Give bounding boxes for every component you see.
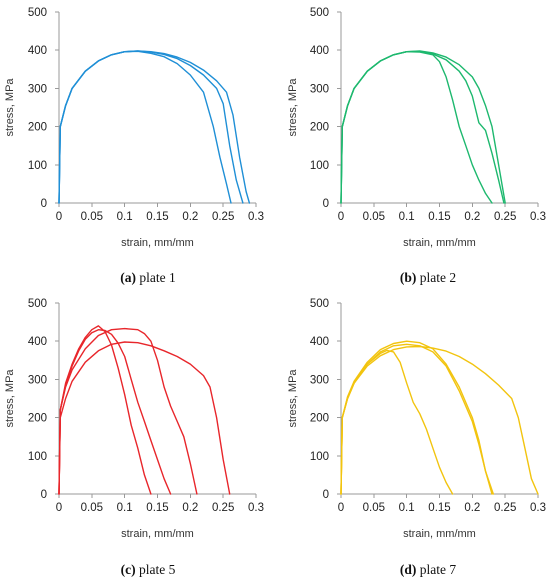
- x-tick-label: 0.3: [248, 502, 264, 514]
- y-tick-label: 0: [41, 489, 47, 501]
- caption-text: plate 5: [136, 562, 176, 577]
- stress-strain-curve-2: [340, 340, 493, 495]
- x-tick-label: 0.2: [182, 502, 198, 514]
- x-tick-label: 0.25: [494, 211, 516, 223]
- y-tick-label: 300: [310, 374, 329, 386]
- x-tick-label: 0: [56, 502, 62, 514]
- x-tick-label: 0.1: [399, 211, 415, 223]
- y-axis-title: stress, MPa: [287, 369, 299, 428]
- stress-strain-curve-3: [58, 327, 198, 495]
- caption-tag: (a): [120, 270, 136, 285]
- panel-plate-7: 0 0.05 0.1 0.15 0.2 0.25 0.3 0 100 200 300 400 500 st…: [287, 298, 546, 577]
- y-tick-label: 300: [310, 83, 329, 95]
- x-axis-title: strain, mm/mm: [121, 528, 194, 540]
- y-tick-label: 100: [310, 160, 329, 172]
- x-tick-label: 0.15: [428, 502, 450, 514]
- stress-strain-curve-1: [340, 349, 454, 495]
- stress-strain-curve-2: [58, 329, 172, 495]
- panel-plate-5: 0 0.05 0.1 0.15 0.2 0.25 0.3 0 100 200 300 400 500 st…: [4, 298, 264, 577]
- x-tick-label: 0.15: [428, 211, 450, 223]
- y-tick-label: 400: [28, 336, 47, 348]
- y-tick-label: 200: [310, 413, 329, 425]
- stress-strain-curve-3: [58, 50, 251, 204]
- stress-strain-curve-1: [58, 50, 232, 204]
- x-tick-label: 0: [338, 211, 344, 223]
- y-tick-label: 100: [28, 451, 47, 463]
- x-axis-title: strain, mm/mm: [403, 237, 476, 249]
- x-tick-label: 0.25: [212, 211, 234, 223]
- x-tick-label: 0.25: [494, 502, 516, 514]
- x-tick-label: 0.05: [81, 211, 103, 223]
- caption-tag: (b): [400, 270, 417, 285]
- y-tick-label: 0: [41, 198, 47, 210]
- x-tick-label: 0.15: [146, 211, 168, 223]
- x-tick-label: 0.2: [464, 211, 480, 223]
- y-axis-title: stress, MPa: [4, 78, 16, 137]
- stress-strain-curve-4: [58, 341, 231, 495]
- y-tick-label: 200: [28, 122, 47, 134]
- stress-strain-curve-3: [340, 50, 506, 204]
- caption-text: plate 1: [136, 270, 176, 285]
- x-tick-label: 0: [56, 211, 62, 223]
- y-tick-label: 500: [28, 7, 47, 19]
- y-tick-label: 400: [28, 45, 47, 57]
- y-tick-label: 300: [28, 83, 47, 95]
- panel-plate-1: 0 0.05 0.1 0.15 0.2 0.25 0.3 0 100 200 300 400 500 st…: [4, 7, 264, 285]
- caption-tag: (c): [121, 562, 136, 577]
- y-tick-label: 100: [28, 160, 47, 172]
- y-tick-label: 400: [310, 336, 329, 348]
- y-axis-title: stress, MPa: [287, 78, 299, 137]
- panel-caption: (a) plate 1: [120, 270, 176, 285]
- x-tick-label: 0.05: [363, 211, 385, 223]
- stress-strain-curve-2: [58, 50, 244, 204]
- caption-text: plate 7: [416, 562, 456, 577]
- x-tick-label: 0.25: [212, 502, 234, 514]
- x-tick-label: 0.3: [248, 211, 264, 223]
- x-tick-label: 0.1: [117, 502, 133, 514]
- caption-tag: (d): [400, 562, 417, 577]
- y-tick-label: 500: [310, 298, 329, 310]
- panel-caption: (b) plate 2: [400, 270, 456, 285]
- x-tick-label: 0.2: [464, 502, 480, 514]
- y-tick-label: 0: [323, 198, 329, 210]
- panel-caption: (c) plate 5: [121, 562, 176, 577]
- x-tick-label: 0.1: [117, 211, 133, 223]
- stress-strain-curve-4: [340, 345, 539, 495]
- y-tick-label: 200: [310, 122, 329, 134]
- y-tick-label: 300: [28, 374, 47, 386]
- y-tick-label: 200: [28, 413, 47, 425]
- y-tick-label: 100: [310, 451, 329, 463]
- x-axis-title: strain, mm/mm: [121, 237, 194, 249]
- y-tick-label: 0: [323, 489, 329, 501]
- x-tick-label: 0.3: [530, 502, 546, 514]
- x-tick-label: 0.15: [146, 502, 168, 514]
- x-tick-label: 0.2: [182, 211, 198, 223]
- panel-plate-2: 0 0.05 0.1 0.15 0.2 0.25 0.3 0 100 200 300 400 500 st…: [287, 7, 546, 285]
- y-tick-label: 400: [310, 45, 329, 57]
- x-tick-label: 0.05: [81, 502, 103, 514]
- y-tick-label: 500: [28, 298, 47, 310]
- x-tick-label: 0.05: [363, 502, 385, 514]
- x-tick-label: 0: [338, 502, 344, 514]
- stress-strain-curve-1: [58, 325, 152, 495]
- y-tick-label: 500: [310, 7, 329, 19]
- x-tick-label: 0.3: [530, 211, 546, 223]
- caption-text: plate 2: [416, 270, 456, 285]
- panel-caption: (d) plate 7: [400, 562, 456, 577]
- x-tick-label: 0.1: [399, 502, 415, 514]
- x-axis-title: strain, mm/mm: [403, 528, 476, 540]
- y-axis-title: stress, MPa: [4, 369, 16, 428]
